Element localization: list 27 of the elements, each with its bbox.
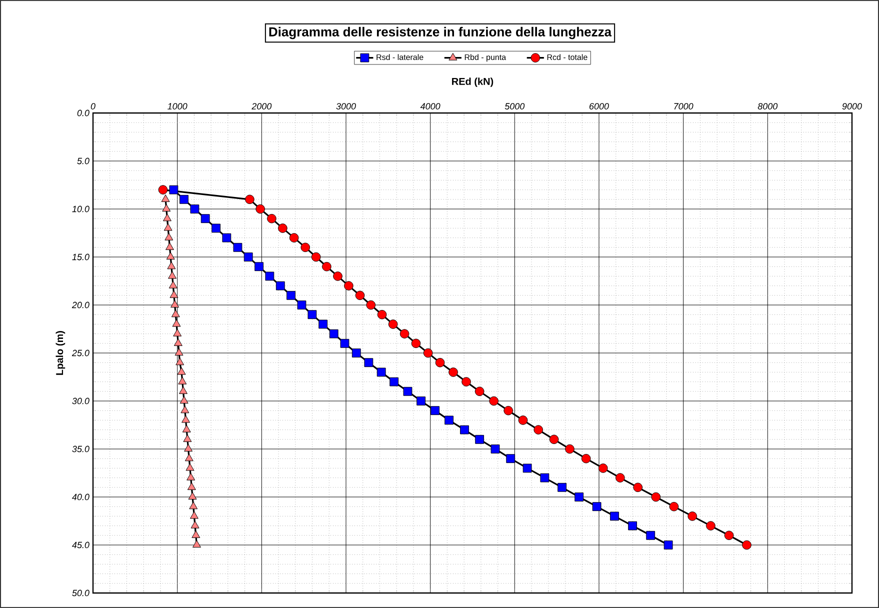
- x-tick-label: 9000: [842, 103, 862, 110]
- x-tick-label: 1000: [168, 103, 188, 110]
- y-tick-label: 0.0: [77, 110, 90, 116]
- y-tick-label: 20.0: [72, 302, 90, 308]
- chart-title: Diagramma delle resistenze in funzione della lunghezza: [269, 26, 612, 40]
- y-tick-label: 30.0: [72, 398, 90, 404]
- y-tick-label: 25.0: [72, 350, 90, 356]
- x-tick-label: 2000: [252, 103, 272, 110]
- x-tick-label: 7000: [674, 103, 694, 110]
- x-tick-label: 5000: [504, 103, 525, 110]
- x-axis-title: REd (kN): [452, 78, 494, 87]
- x-tick-label: 4000: [420, 103, 440, 110]
- legend-label: Rcd - totale: [547, 54, 588, 60]
- y-tick-label: 40.0: [72, 494, 90, 500]
- legend-label: Rbd - punta: [464, 54, 506, 62]
- x-tick-label: 0: [90, 103, 96, 110]
- y-tick-label: 35.0: [72, 446, 90, 452]
- x-tick-label: 6000: [589, 103, 609, 110]
- y-tick-label: 15.0: [72, 254, 90, 260]
- y-tick-label: 5.0: [77, 158, 90, 164]
- y-tick-label: 10.0: [72, 206, 90, 212]
- y-axis-title: Lpalo (m): [56, 330, 66, 375]
- legend-label: Rsd - laterale: [376, 54, 424, 60]
- y-tick-label: 50.0: [72, 590, 90, 596]
- y-tick-label: 45.0: [72, 542, 90, 548]
- x-tick-label: 3000: [336, 103, 356, 110]
- x-tick-label: 8000: [758, 103, 778, 110]
